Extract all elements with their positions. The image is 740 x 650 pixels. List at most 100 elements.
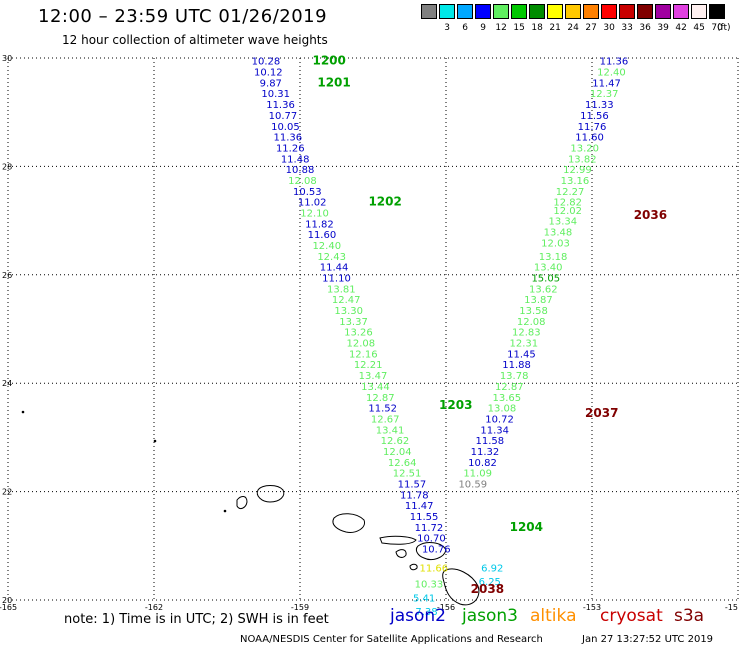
pass-time-label: 2036 — [634, 208, 667, 222]
wave-height-value: 12.21 — [354, 360, 383, 371]
wave-height-value: 11.44 — [320, 263, 349, 274]
wave-height-value: 9.87 — [260, 78, 282, 89]
legend-swatch-label: 9 — [480, 23, 486, 33]
pass-time-label: 1203 — [439, 398, 472, 412]
wave-height-value: 11.47 — [592, 78, 621, 89]
wave-height-value: 11.72 — [415, 523, 444, 534]
wave-height-value: 11.34 — [480, 425, 509, 436]
lat-tick-label: 26 — [2, 271, 12, 280]
legend-swatch-label: 18 — [531, 23, 543, 33]
wave-height-value: 12.31 — [510, 339, 539, 350]
wave-height-value: 12.99 — [563, 165, 592, 176]
legend-swatch — [673, 4, 689, 19]
wave-height-value: 13.82 — [568, 154, 597, 165]
wave-height-value: 13.16 — [561, 176, 590, 187]
lon-tick-label: -165 — [0, 603, 17, 612]
legend-swatch — [493, 4, 509, 19]
legend-swatch-label: 6 — [462, 23, 468, 33]
wave-height-value: 13.41 — [376, 425, 405, 436]
wave-height-value: 11.88 — [502, 360, 531, 371]
island-oahu — [332, 513, 365, 533]
wave-height-value: 13.58 — [519, 306, 548, 317]
legend-swatch — [547, 4, 563, 19]
lat-lon-grid — [7, 57, 739, 601]
legend-swatch — [511, 4, 527, 19]
footnote: note: 1) Time is in UTC; 2) SWH is in fe… — [64, 612, 329, 627]
legend-swatch — [475, 4, 491, 19]
wave-height-value: 13.47 — [359, 371, 388, 382]
wave-height-value: 13.44 — [361, 382, 390, 393]
legend-swatch — [565, 4, 581, 19]
lat-tick-label: 24 — [2, 379, 12, 388]
wave-height-value: 13.20 — [570, 143, 599, 154]
legend-swatch — [529, 4, 545, 19]
wave-height-value: 11.56 — [580, 111, 609, 122]
island-kauai — [256, 485, 285, 503]
wave-height-value: 11.33 — [585, 100, 614, 111]
legend-altika: altika — [530, 606, 577, 626]
legend-unit: (ft) — [717, 23, 731, 33]
wave-height-value: 12.83 — [512, 328, 541, 339]
wave-height-value: 11.36 — [274, 133, 303, 144]
wave-height-value: 10.59 — [458, 479, 487, 490]
island-maui — [415, 542, 447, 561]
wave-height-value: 12.08 — [288, 176, 317, 187]
wave-height-value: 13.40 — [534, 263, 563, 274]
legend-swatch-label: 36 — [639, 23, 651, 33]
legend-swatch — [691, 4, 707, 19]
wave-height-value: 10.82 — [468, 458, 497, 469]
wave-height-value: 13.18 — [539, 252, 568, 263]
legend-swatch-label: 70 — [711, 23, 723, 33]
legend-swatch — [439, 4, 455, 19]
wave-height-value: 10.33 — [415, 580, 444, 591]
lat-tick-label: 22 — [2, 488, 12, 497]
legend-jason2: jason2 — [390, 606, 446, 626]
legend-jason3: jason3 — [462, 606, 518, 626]
pass-time-labels: 1200 1201 1202 1203 1204 2036 2037 2038 — [312, 54, 667, 596]
wave-height-value: 11.02 — [298, 198, 327, 209]
legend-swatch — [421, 4, 437, 19]
wave-height-value: 12.64 — [388, 458, 417, 469]
wave-height-value: 12.08 — [517, 317, 546, 328]
wave-height-value: 12.87 — [366, 393, 395, 404]
wave-height-value: 10.72 — [485, 414, 514, 425]
wave-height-value: 10.31 — [261, 89, 290, 100]
wave-height-values: 10.2810.129.8710.3111.3610.7710.0511.361… — [252, 57, 629, 618]
wave-height-value: 11.36 — [266, 100, 295, 111]
wave-height-value: 10.28 — [252, 57, 281, 68]
wave-height-value: 10.12 — [254, 68, 283, 79]
wave-height-value: 12.10 — [300, 208, 329, 219]
wave-height-value: 12.40 — [312, 241, 341, 252]
legend-swatch — [601, 4, 617, 19]
wave-height-value: 11.26 — [276, 143, 305, 154]
legend-swatch — [583, 4, 599, 19]
legend-swatch-label: 30 — [603, 23, 615, 33]
wave-height-value: 11.48 — [281, 154, 310, 165]
wave-height-value: 11.60 — [308, 230, 337, 241]
wave-height-value: 13.81 — [327, 284, 356, 295]
wave-height-value: 11.32 — [471, 447, 500, 458]
lon-tick-label: -156 — [437, 603, 455, 612]
wave-height-value: 13.48 — [544, 227, 573, 238]
wave-height-value: 10.05 — [271, 122, 300, 133]
wave-height-value: 12.08 — [347, 339, 376, 350]
islet-nihoa — [153, 439, 157, 443]
wave-height-value: 11.82 — [305, 219, 334, 230]
wave-height-value: 11.47 — [405, 501, 434, 512]
wave-height-value: 13.30 — [334, 306, 363, 317]
legend-s3a: s3a — [674, 606, 705, 626]
lon-tick-label: -162 — [145, 603, 163, 612]
lat-tick-label: 30 — [2, 54, 12, 63]
legend-swatch — [655, 4, 671, 19]
wave-height-value: 11.09 — [463, 469, 492, 480]
wave-height-value: 12.82 — [553, 198, 582, 209]
lat-tick-label: 28 — [2, 162, 12, 171]
legend-swatch-label: 12 — [495, 23, 507, 33]
legend-swatch-label: 27 — [585, 23, 597, 33]
wave-height-value: 12.27 — [556, 187, 585, 198]
wave-height-value: 11.58 — [475, 436, 504, 447]
lon-tick-label: -15 — [725, 603, 738, 612]
wave-height-value: 10.70 — [417, 534, 446, 545]
wave-height-value: 10.88 — [286, 165, 315, 176]
